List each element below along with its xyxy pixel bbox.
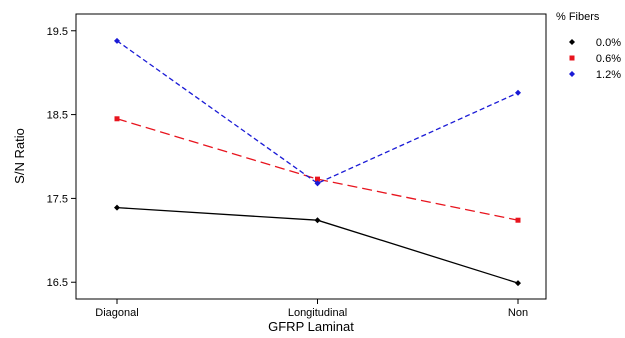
- data-point: [314, 217, 321, 224]
- x-tick-label: Diagonal: [95, 307, 138, 319]
- x-tick-label: Longitudinal: [288, 307, 347, 319]
- series-1: [114, 116, 521, 223]
- y-tick-label: 18.5: [47, 110, 68, 122]
- data-point: [515, 280, 521, 287]
- legend-marker: [569, 39, 575, 45]
- data-point: [114, 116, 120, 122]
- legend-label: 0.0%: [596, 37, 621, 49]
- x-tick-label: Non: [508, 307, 528, 319]
- y-tick-label: 19.5: [47, 26, 68, 38]
- series-layer: [114, 37, 521, 287]
- legend-marker: [569, 55, 575, 61]
- data-point: [114, 204, 120, 211]
- legend: % Fibers 0.0% 0.6% 1.2%: [556, 11, 621, 81]
- x-axis: Diagonal Longitudinal Non: [95, 299, 528, 319]
- series-0: [114, 204, 521, 287]
- series-line: [116, 118, 519, 221]
- data-point: [315, 176, 320, 182]
- legend-title: % Fibers: [556, 11, 600, 23]
- series-line: [116, 40, 519, 185]
- series-2: [114, 37, 521, 187]
- legend-item: 1.2%: [569, 69, 621, 81]
- y-tick-label: 16.5: [47, 277, 68, 289]
- y-tick-label: 17.5: [47, 193, 68, 205]
- data-point: [515, 89, 521, 96]
- legend-items: 0.0% 0.6% 1.2%: [569, 37, 621, 81]
- legend-item: 0.6%: [569, 53, 621, 65]
- y-axis: 16.5 17.5 18.5 19.5: [47, 26, 76, 289]
- y-axis-title: S/N Ratio: [12, 128, 27, 184]
- legend-marker: [569, 71, 575, 77]
- x-axis-title: GFRP Laminat: [268, 319, 354, 334]
- legend-label: 1.2%: [596, 69, 621, 81]
- data-point: [114, 37, 120, 44]
- legend-item: 0.0%: [569, 37, 621, 49]
- data-point: [314, 180, 321, 187]
- legend-label: 0.6%: [596, 53, 621, 65]
- plot-frame: [75, 13, 547, 300]
- data-point: [515, 217, 521, 223]
